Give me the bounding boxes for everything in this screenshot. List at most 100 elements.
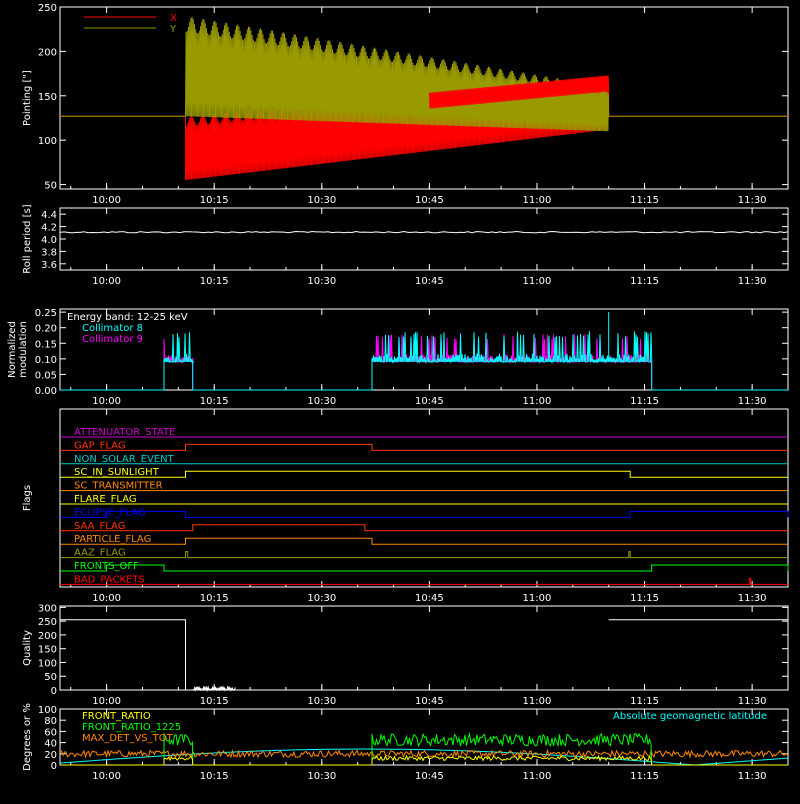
x-tick-label: 10:45 bbox=[415, 396, 444, 407]
x-tick-label: 10:45 bbox=[415, 195, 444, 206]
x-tick-label: 10:30 bbox=[307, 696, 336, 707]
y-axis-label: Quality bbox=[22, 630, 33, 666]
x-tick-label: 11:15 bbox=[630, 593, 659, 604]
x-tick-label: 10:15 bbox=[200, 771, 229, 782]
flag-line bbox=[60, 564, 789, 572]
panel-frame bbox=[59, 6, 789, 190]
y-axis-label: Degrees or % bbox=[22, 703, 33, 771]
roll-period-series bbox=[59, 230, 789, 234]
quality-spikes bbox=[192, 685, 236, 692]
flag-line bbox=[60, 551, 788, 559]
flag-label: SAA_FLAG bbox=[74, 521, 125, 532]
panel-flags: 10:00 10:15 10:30 10:45 11:00 11:15 11:30 Flags… bbox=[22, 408, 789, 604]
flag-label: ECLIPSE_FLAG bbox=[74, 507, 145, 518]
panel-frame bbox=[59, 207, 789, 271]
panel-frame bbox=[59, 408, 789, 588]
x-tick-label: 10:30 bbox=[307, 195, 336, 206]
x-tick-label: 10:00 bbox=[92, 696, 121, 707]
y-tick-label: 4.2 bbox=[41, 223, 57, 234]
x-tick-label: 11:30 bbox=[738, 696, 767, 707]
x-tick-label: 10:15 bbox=[200, 593, 229, 604]
y-axis-label-line: Normalized bbox=[7, 321, 18, 378]
flag-label: PARTICLE_FLAG bbox=[74, 534, 151, 545]
x-tick-label: 10:15 bbox=[200, 696, 229, 707]
panel-modulation: 10:00 10:15 10:30 10:45 11:00 11:15 11:30 0.00 0… bbox=[7, 308, 789, 407]
y-tick-label: 20 bbox=[44, 750, 57, 761]
y-tick-label: 60 bbox=[44, 727, 57, 738]
flag-line bbox=[60, 443, 788, 451]
x-tick-label: 11:15 bbox=[630, 696, 659, 707]
geomagnetic-latitude-label: Absolute geomagnetic latitude bbox=[613, 711, 767, 722]
quality-series bbox=[608, 619, 789, 690]
y-tick-label: 100 bbox=[38, 658, 57, 669]
flag-line bbox=[60, 577, 788, 585]
x-tick-label: 10:45 bbox=[415, 696, 444, 707]
y-tick-label: 100 bbox=[38, 705, 57, 716]
x-tick-label: 11:00 bbox=[523, 593, 552, 604]
x-tick-label: 11:00 bbox=[523, 396, 552, 407]
x-tick-label: 10:30 bbox=[307, 396, 336, 407]
x-tick-label: 11:30 bbox=[738, 276, 767, 287]
x-tick-label: 10:30 bbox=[307, 593, 336, 604]
legend-entry: FRONT_RATIO bbox=[82, 711, 151, 722]
x-tick-label: 11:15 bbox=[630, 771, 659, 782]
legend-entry: Collimator 8 bbox=[82, 323, 143, 334]
pointing-series-X-upper bbox=[428, 75, 610, 109]
x-tick-label: 10:30 bbox=[307, 276, 336, 287]
x-tick-label: 10:15 bbox=[200, 195, 229, 206]
x-tick-label: 11:30 bbox=[738, 593, 767, 604]
panel-roll-period: 10:00 10:15 10:30 10:45 11:00 11:15 11:30 3.6 3.… bbox=[22, 204, 789, 287]
y-tick-label: 250 bbox=[38, 617, 57, 628]
y-tick-label: 0 bbox=[51, 761, 57, 772]
latitude-series bbox=[59, 748, 789, 766]
y-tick-label: 150 bbox=[38, 645, 57, 656]
panel-quality: 10:00 10:15 10:30 10:45 11:00 11:15 11:30 0 50 10… bbox=[22, 603, 789, 707]
flag-label: AAZ_FLAG bbox=[74, 548, 126, 559]
y-tick-label: 250 bbox=[38, 3, 57, 14]
legend-entry: Y bbox=[169, 24, 177, 35]
flag-label: BAD_PACKETS bbox=[74, 574, 145, 585]
panel-frame bbox=[59, 708, 789, 766]
y-tick-label: 40 bbox=[44, 739, 57, 750]
x-tick-label: 11:30 bbox=[738, 195, 767, 206]
y-tick-label: 300 bbox=[38, 603, 57, 614]
flag-line bbox=[60, 510, 789, 518]
y-tick-label: 0.15 bbox=[35, 339, 57, 350]
y-tick-label: 0.00 bbox=[35, 386, 57, 397]
x-tick-label: 10:00 bbox=[92, 195, 121, 206]
x-tick-label: 10:30 bbox=[307, 771, 336, 782]
legend-entry: FRONT_RATIO_1225 bbox=[82, 722, 181, 733]
panel-pointing: 10:00 10:15 10:30 10:45 11:00 11:15 11:30 50 100… bbox=[22, 3, 789, 206]
flag-label: SC_TRANSMITTER bbox=[74, 481, 163, 492]
y-axis-label: Pointing ["] bbox=[22, 70, 33, 126]
energy-band-label: Energy band: 12-25 keV bbox=[67, 312, 188, 323]
x-tick-label: 11:30 bbox=[738, 771, 767, 782]
y-tick-label: 150 bbox=[38, 92, 57, 103]
y-tick-label: 0.10 bbox=[35, 355, 57, 366]
x-tick-label: 10:00 bbox=[92, 276, 121, 287]
y-axis-label: Flags bbox=[22, 485, 33, 511]
flag-label: ATTENUATOR_STATE bbox=[74, 427, 175, 438]
y-tick-label: 200 bbox=[38, 631, 57, 642]
flag-line bbox=[60, 524, 788, 532]
flag-label: GAP_FLAG bbox=[74, 440, 126, 451]
y-axis-label: Roll period [s] bbox=[22, 204, 33, 273]
y-tick-label: 3.8 bbox=[41, 247, 57, 258]
modulation-series bbox=[60, 331, 788, 391]
y-tick-label: 80 bbox=[44, 716, 57, 727]
x-tick-label: 11:15 bbox=[630, 195, 659, 206]
y-tick-label: 0 bbox=[51, 686, 57, 697]
y-tick-label: 50 bbox=[44, 672, 57, 683]
x-tick-label: 11:00 bbox=[523, 771, 552, 782]
panel-frame bbox=[59, 308, 789, 391]
x-tick-label: 11:00 bbox=[523, 696, 552, 707]
y-tick-label: 4.0 bbox=[41, 235, 57, 246]
y-axis-label-line: modulation bbox=[18, 321, 29, 378]
x-tick-label: 10:15 bbox=[200, 396, 229, 407]
x-tick-label: 11:30 bbox=[738, 396, 767, 407]
x-tick-label: 10:45 bbox=[415, 771, 444, 782]
y-tick-label: 0.20 bbox=[35, 324, 57, 335]
x-tick-label: 10:45 bbox=[415, 276, 444, 287]
